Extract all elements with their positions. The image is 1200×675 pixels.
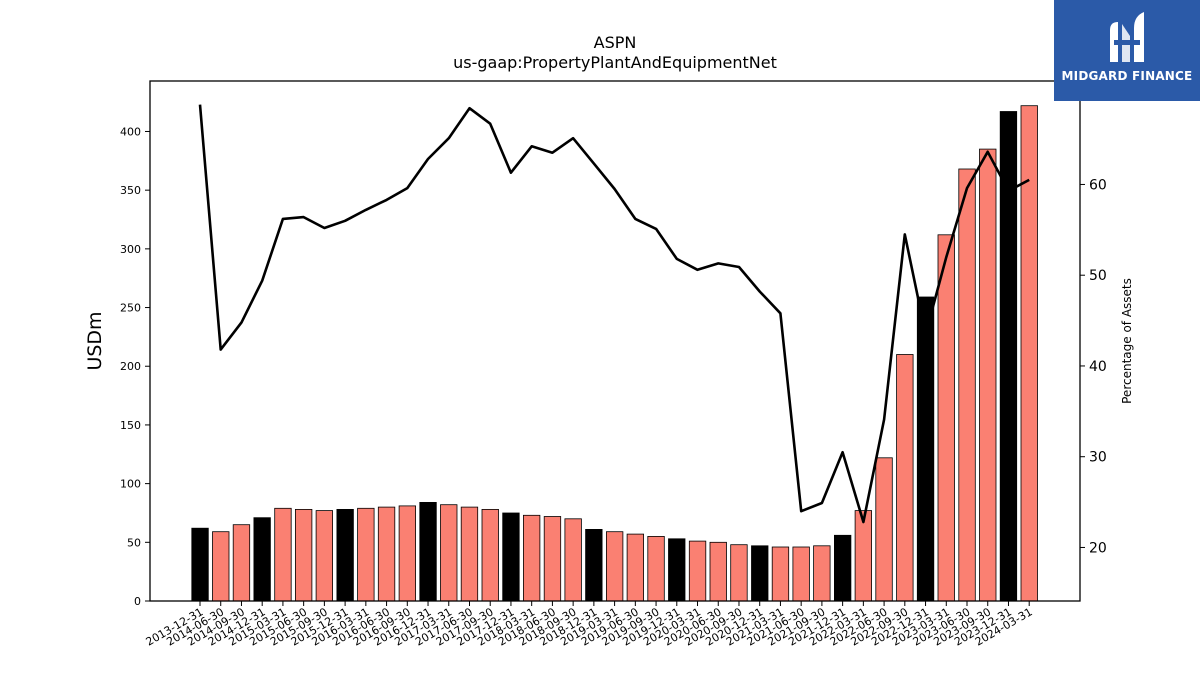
bar-2016-03-31 xyxy=(357,507,375,602)
left-axis-ticks: 0 50 100 150 200 250 300 350 400 xyxy=(120,125,150,608)
bar-2017-06-30 xyxy=(460,506,479,602)
bar-2019-09-30 xyxy=(647,536,665,602)
bar-2023-09-30 xyxy=(979,148,997,602)
bar-2014-09-30 xyxy=(232,524,251,602)
y2-tick-label: 40 xyxy=(1089,359,1107,375)
bar-2024-03-31 xyxy=(1020,105,1038,602)
bar-2016-06-30 xyxy=(377,506,396,602)
midgard-logo-icon xyxy=(1110,12,1144,62)
bar-2016-09-30 xyxy=(398,505,417,602)
y-tick-label: 200 xyxy=(120,360,141,373)
x-axis-ticks: 2013-12-312014-06-302014-09-302014-12-31… xyxy=(144,601,1035,649)
bar-2019-03-31 xyxy=(606,531,624,602)
y2-axis-label: Percentage of Assets xyxy=(1120,278,1134,404)
bar-2021-03-31 xyxy=(771,546,790,602)
bar-2021-06-30 xyxy=(792,546,810,602)
y-tick-label: 350 xyxy=(120,184,141,197)
y-tick-label: 50 xyxy=(127,536,141,549)
y-tick-label: 100 xyxy=(120,478,141,491)
bar-2018-12-31 xyxy=(585,529,603,602)
bar-2014-06-30 xyxy=(212,531,230,602)
y-tick-label: 250 xyxy=(120,302,141,315)
bar-series xyxy=(191,105,1038,602)
bar-2017-12-31 xyxy=(502,512,520,602)
bar-2017-09-30 xyxy=(481,508,499,602)
y-tick-label: 400 xyxy=(120,125,141,138)
bar-2018-09-30 xyxy=(564,518,582,602)
percentage-line xyxy=(198,104,1030,524)
bar-2018-06-30 xyxy=(543,516,562,602)
bar-2022-06-30 xyxy=(875,457,893,602)
bar-2018-03-31 xyxy=(523,514,541,602)
line-series xyxy=(198,104,1030,524)
logo-text: MIDGARD FINANCE xyxy=(1061,69,1193,83)
bar-2021-09-30 xyxy=(813,545,831,602)
chart-subtitle: us-gaap:PropertyPlantAndEquipmentNet xyxy=(453,53,777,72)
bar-2019-12-31 xyxy=(668,538,686,602)
chart-title: ASPN xyxy=(594,33,637,52)
bar-2016-12-31 xyxy=(419,501,437,602)
right-axis-ticks: 20 30 40 50 60 xyxy=(1080,177,1107,556)
y2-tick-label: 60 xyxy=(1089,177,1107,193)
bar-2017-03-31 xyxy=(440,504,458,602)
bar-2023-06-30 xyxy=(958,168,976,602)
bar-2021-12-31 xyxy=(834,534,852,602)
y2-tick-label: 20 xyxy=(1089,540,1107,556)
y2-tick-label: 30 xyxy=(1089,450,1107,466)
bar-2015-12-31 xyxy=(336,508,354,602)
bar-2015-06-30 xyxy=(294,508,313,602)
bar-2019-06-30 xyxy=(626,533,644,602)
y-axis-label: USDm xyxy=(84,311,106,370)
bar-2020-06-30 xyxy=(709,541,727,602)
bar-2020-09-30 xyxy=(730,544,748,602)
midgard-logo: MIDGARD FINANCE xyxy=(1054,0,1200,101)
bar-2015-03-31 xyxy=(274,507,292,602)
bar-2023-12-31 xyxy=(999,111,1018,602)
bar-2023-03-31 xyxy=(937,234,955,602)
bar-2015-09-30 xyxy=(315,510,334,602)
bar-2022-09-30 xyxy=(896,354,914,602)
bar-2020-12-31 xyxy=(751,545,769,602)
bar-2022-12-31 xyxy=(916,296,935,602)
bar-2020-03-31 xyxy=(688,540,707,602)
y-tick-label: 0 xyxy=(134,595,141,608)
y2-tick-label: 50 xyxy=(1089,268,1107,284)
y-tick-label: 150 xyxy=(120,419,141,432)
y-tick-label: 300 xyxy=(120,243,141,256)
bar-2014-12-31 xyxy=(253,517,271,602)
bar-2022-03-31 xyxy=(854,510,872,602)
bar-2013-12-31 xyxy=(191,527,209,602)
